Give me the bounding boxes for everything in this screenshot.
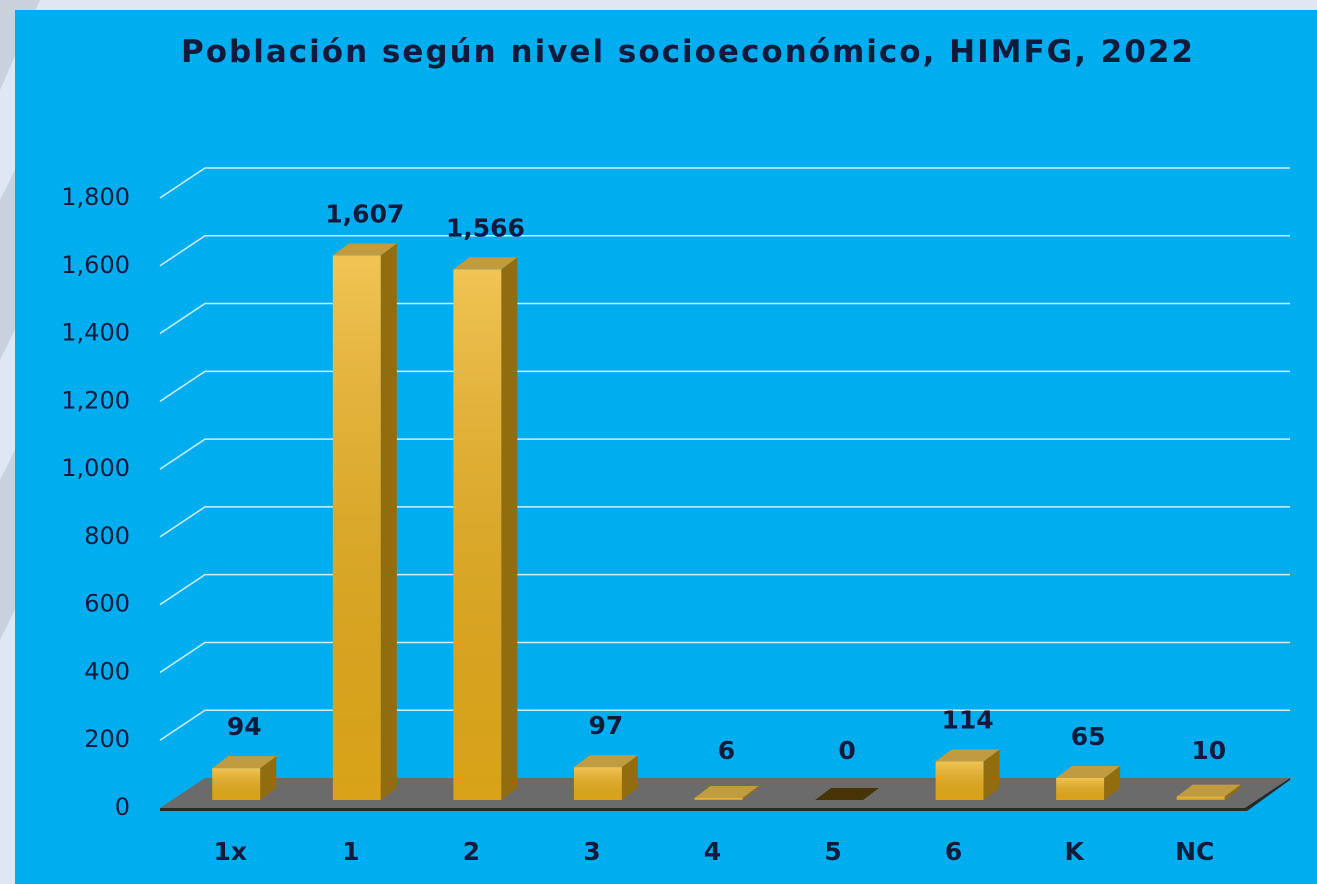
grid-line	[159, 506, 1290, 538]
y-tick-label: 600	[84, 590, 130, 618]
y-tick-label: 200	[84, 725, 130, 753]
x-tick-label: NC	[1175, 837, 1214, 866]
value-label: 65	[1071, 722, 1106, 751]
x-tick-label: 2	[463, 837, 480, 866]
x-tick-label: 6	[945, 837, 962, 866]
bar-top	[212, 756, 277, 769]
bar-shine	[573, 767, 622, 800]
bar-shine	[332, 255, 381, 801]
y-tick-label: 800	[84, 522, 130, 550]
y-tick-label: 1,800	[61, 183, 130, 211]
x-tick-label: 1x	[214, 837, 248, 866]
bar-side	[380, 243, 397, 801]
bar-top	[694, 785, 759, 798]
value-label: 94	[227, 712, 262, 741]
bar-top	[332, 243, 397, 256]
grid-line	[159, 573, 1290, 606]
y-tick-label: 400	[84, 657, 130, 685]
bg-stripe	[0, 170, 15, 360]
grid-line	[159, 438, 1290, 470]
y-tick-label: 1,400	[61, 319, 130, 347]
grid-line	[159, 641, 1290, 674]
value-label: 10	[1191, 736, 1226, 765]
bar-side	[260, 756, 277, 800]
y-tick-label: 1,600	[61, 251, 130, 279]
bg-stripe	[0, 450, 15, 640]
chart-panel	[15, 10, 1317, 884]
chart-title: Población según nivel socioeconómico, HI…	[181, 34, 1195, 70]
x-tick-label: 5	[824, 837, 841, 866]
value-label: 0	[838, 736, 855, 765]
value-label: 97	[589, 711, 624, 740]
bar-top	[935, 749, 1000, 762]
bar-side	[983, 749, 1000, 800]
value-label: 1,607	[325, 199, 404, 228]
y-tick-label: 0	[115, 793, 130, 821]
bar-shine	[1056, 777, 1105, 800]
grid-line	[159, 235, 1290, 267]
bar-shine	[212, 768, 261, 800]
value-label: 114	[942, 705, 994, 734]
bar-top	[573, 755, 638, 768]
bar-top	[453, 257, 518, 270]
y-tick-label: 1,000	[61, 454, 130, 482]
value-label: 1,566	[446, 213, 525, 242]
bar-side	[1224, 784, 1241, 800]
bar-shine	[1176, 796, 1225, 800]
bar-side	[1104, 765, 1121, 800]
bar-top	[1176, 784, 1241, 797]
bar-shine	[935, 761, 984, 800]
bar-side	[501, 257, 518, 800]
grid-line	[159, 167, 1290, 199]
y-tick-label: 1,200	[61, 386, 130, 414]
x-tick-label: 4	[704, 837, 721, 866]
bar-side	[621, 755, 638, 800]
bar-top	[1056, 765, 1121, 778]
bar-top	[815, 788, 880, 800]
grid-line	[159, 302, 1290, 335]
bar-side	[742, 785, 759, 800]
bar-shine	[694, 797, 743, 800]
grid-line	[159, 709, 1290, 741]
x-tick-label: 1	[342, 837, 359, 866]
x-tick-label: K	[1064, 837, 1085, 866]
bar-shine	[453, 269, 502, 800]
x-tick-label: 3	[583, 837, 600, 866]
grid-line	[159, 370, 1290, 402]
value-label: 6	[718, 736, 735, 765]
